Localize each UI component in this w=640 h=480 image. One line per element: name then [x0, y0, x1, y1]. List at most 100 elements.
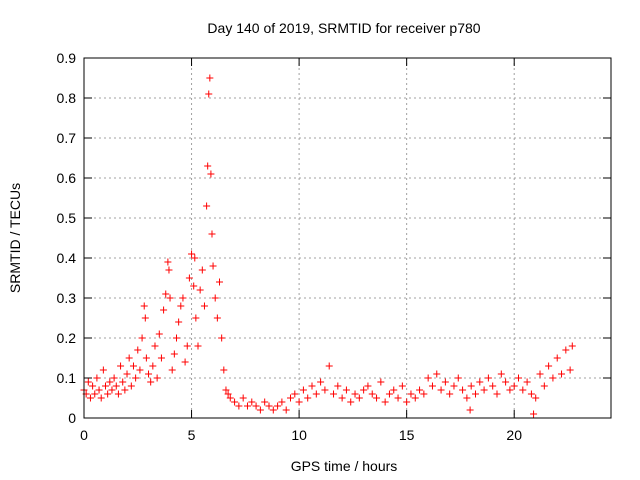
data-point — [364, 382, 372, 390]
data-point — [338, 394, 346, 402]
data-point — [351, 390, 359, 398]
chart-title: Day 140 of 2019, SRMTID for receiver p78… — [207, 20, 480, 36]
data-point — [89, 382, 97, 390]
data-point — [286, 394, 294, 402]
x-tick-label: 20 — [506, 427, 522, 443]
data-point — [200, 302, 208, 310]
plot-frame — [83, 57, 612, 419]
data-point — [183, 342, 191, 350]
data-point — [368, 390, 376, 398]
data-point — [110, 374, 118, 382]
data-point — [99, 366, 107, 374]
data-point — [291, 390, 299, 398]
data-point — [220, 366, 228, 374]
data-point — [194, 342, 202, 350]
data-points — [80, 74, 576, 418]
data-point — [398, 382, 406, 390]
data-point — [153, 374, 161, 382]
data-point — [149, 362, 157, 370]
data-point — [141, 314, 149, 322]
data-point — [381, 398, 389, 406]
data-point — [373, 394, 381, 402]
data-point — [235, 402, 243, 410]
data-point — [325, 362, 333, 370]
data-point — [304, 394, 312, 402]
data-point — [84, 378, 92, 386]
data-point — [155, 330, 163, 338]
data-point — [407, 390, 415, 398]
data-point — [433, 370, 441, 378]
data-point — [188, 250, 196, 258]
data-point — [209, 262, 217, 270]
data-point — [211, 294, 219, 302]
data-point — [142, 354, 150, 362]
data-point — [108, 386, 116, 394]
data-point — [317, 378, 325, 386]
data-point — [261, 398, 269, 406]
data-point — [568, 342, 576, 350]
data-point — [484, 374, 492, 382]
data-point — [127, 382, 135, 390]
data-point — [330, 390, 338, 398]
data-point — [138, 334, 146, 342]
data-point — [502, 378, 510, 386]
data-point — [274, 402, 282, 410]
data-point — [213, 314, 221, 322]
data-point — [151, 342, 159, 350]
y-tick-label: 0 — [68, 410, 76, 426]
data-point — [463, 394, 471, 402]
data-point — [102, 382, 110, 390]
data-point — [177, 302, 185, 310]
data-point — [106, 378, 114, 386]
y-tick-label: 0.4 — [57, 250, 77, 266]
data-point — [334, 382, 342, 390]
data-point — [216, 278, 224, 286]
data-point — [540, 382, 548, 390]
data-point — [226, 394, 234, 402]
data-point — [203, 202, 211, 210]
data-point — [278, 398, 286, 406]
x-tick-label: 10 — [291, 427, 307, 443]
data-point — [390, 386, 398, 394]
data-point — [136, 366, 144, 374]
data-point — [476, 378, 484, 386]
data-point — [181, 358, 189, 366]
data-point — [121, 386, 129, 394]
data-point — [308, 382, 316, 390]
data-point — [125, 354, 133, 362]
data-point — [466, 406, 474, 414]
data-point — [295, 398, 303, 406]
data-point — [282, 406, 290, 414]
data-point — [243, 402, 251, 410]
data-point — [207, 170, 215, 178]
y-tick-label: 0.2 — [57, 330, 77, 346]
y-tick-label: 0.6 — [57, 170, 77, 186]
data-point — [191, 254, 199, 262]
data-point — [403, 398, 411, 406]
data-point — [523, 378, 531, 386]
data-point — [506, 386, 514, 394]
data-point — [536, 370, 544, 378]
data-point — [206, 74, 214, 82]
data-point — [91, 390, 99, 398]
data-point — [446, 390, 454, 398]
data-point — [549, 374, 557, 382]
data-point — [132, 374, 140, 382]
data-point — [424, 374, 432, 382]
data-point — [416, 386, 424, 394]
data-point — [123, 370, 131, 378]
data-point — [342, 386, 350, 394]
data-point — [265, 402, 273, 410]
data-point — [489, 382, 497, 390]
x-tick-label: 15 — [399, 427, 415, 443]
data-point — [347, 398, 355, 406]
data-point — [114, 390, 122, 398]
y-tick-label: 0.5 — [57, 210, 77, 226]
data-point — [239, 394, 247, 402]
data-point — [185, 274, 193, 282]
data-point — [493, 390, 501, 398]
data-point — [164, 258, 172, 266]
data-point — [129, 362, 137, 370]
data-point — [558, 370, 566, 378]
